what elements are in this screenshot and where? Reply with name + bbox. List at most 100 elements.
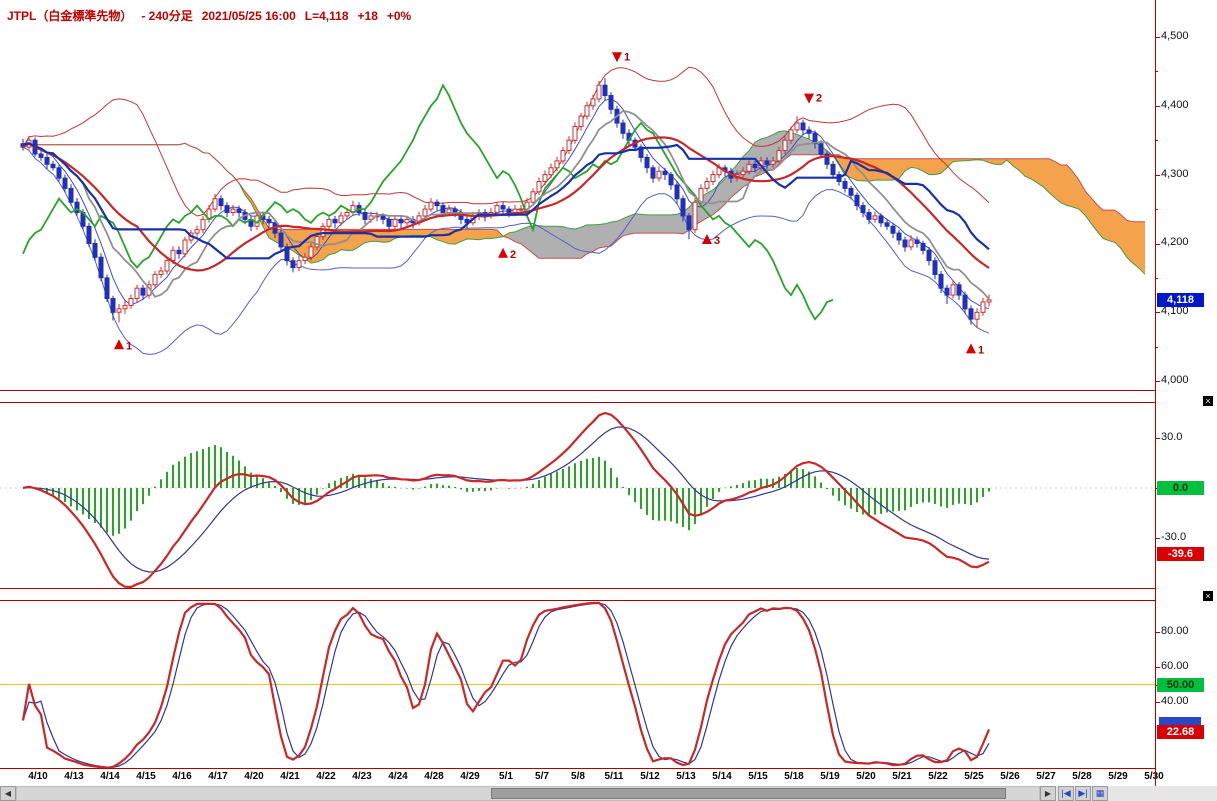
macd-axis-label: 30.0 (1161, 431, 1183, 443)
date-label: 4/17 (208, 771, 228, 782)
scrollbar-thumb[interactable] (491, 788, 1006, 799)
axis-tick (1155, 702, 1160, 703)
panel-divider (0, 588, 1155, 589)
close-macd-panel-button[interactable]: × (1203, 396, 1213, 406)
stoch-axis-label: 60.00 (1161, 660, 1189, 672)
date-label: 4/29 (460, 771, 480, 782)
quote-datetime: 2021/05/25 16:00 (201, 9, 296, 23)
jump-end-button[interactable]: ▶| (1075, 786, 1091, 801)
date-label: 5/20 (856, 771, 876, 782)
axis-tick (1155, 312, 1160, 314)
axis-tick (1155, 667, 1160, 668)
date-label: 5/19 (820, 771, 840, 782)
axis-tick (1155, 538, 1160, 539)
signal-marker (702, 234, 712, 244)
date-label: 4/21 (280, 771, 300, 782)
last-price-badge: 4,118 (1157, 292, 1204, 307)
axis-tick (1155, 438, 1160, 439)
jump-start-button[interactable]: |◀ (1058, 786, 1074, 801)
scroll-left-button[interactable]: ◀ (0, 786, 16, 801)
price-change-label: +18 (357, 9, 378, 23)
timeframe-label: - 240分足 (141, 9, 193, 23)
date-label: 4/23 (352, 771, 372, 782)
close-stoch-panel-button[interactable]: × (1203, 591, 1213, 601)
axis-tick (1155, 37, 1160, 38)
macd-zero-badge: 0.0 (1157, 481, 1204, 495)
price-axis-label: 4,400 (1161, 99, 1189, 111)
signal-marker-number: 3 (714, 235, 720, 247)
date-label: 5/14 (712, 771, 732, 782)
date-label: 5/26 (1000, 771, 1020, 782)
macd-axis-label: -30.0 (1161, 531, 1187, 543)
stoch-value-badge: 22.68 (1157, 725, 1204, 740)
price-axis-line (1155, 0, 1156, 786)
axis-tick (1155, 140, 1158, 142)
axis-tick (1155, 632, 1160, 633)
price-axis-label: 4,200 (1161, 236, 1189, 248)
date-label: 5/15 (748, 771, 768, 782)
axis-tick (1155, 209, 1158, 211)
panel-divider (0, 600, 1155, 601)
date-label: 4/15 (136, 771, 156, 782)
date-label: 4/22 (316, 771, 336, 782)
price-chart-panel[interactable]: 1 2 3 1 2 1 (0, 0, 1155, 390)
signal-marker-number: 2 (816, 93, 822, 105)
date-axis: 4/10 4/13 4/14 4/15 4/16 4/17 4/20 4/21 4/22 4/23… (0, 769, 1164, 785)
signal-marker-number: 1 (978, 344, 984, 356)
signal-marker (804, 93, 814, 104)
signal-marker (612, 52, 622, 63)
last-price-label: L=4,118 (304, 9, 349, 23)
chart-title: JTPL（白金標準先物） - 240分足 2021/05/25 16:00 L=4,1… (7, 7, 420, 24)
price-change-pct-label: +0% (386, 9, 412, 23)
macd-value-badge: -39.6 (1157, 547, 1204, 561)
date-label: 4/10 (28, 771, 48, 782)
date-label: 4/16 (172, 771, 192, 782)
date-label: 4/14 (100, 771, 120, 782)
date-label: 5/1 (499, 771, 513, 782)
date-label: 5/27 (1036, 771, 1056, 782)
macd-panel[interactable] (0, 403, 1155, 588)
date-label: 5/30 (1144, 771, 1164, 782)
stoch-axis-label: 80.00 (1161, 625, 1189, 637)
stochastic-panel[interactable] (0, 600, 1155, 768)
date-label: 4/13 (64, 771, 84, 782)
axis-tick (1155, 381, 1160, 383)
date-label: 5/22 (928, 771, 948, 782)
x-axis-line (0, 768, 1155, 769)
signal-marker (966, 343, 976, 354)
signal-marker (114, 339, 124, 350)
axis-tick (1155, 174, 1160, 176)
axis-tick (1155, 277, 1158, 279)
stoch-mid-badge: 50.00 (1157, 677, 1204, 692)
horizontal-scrollbar[interactable]: ◀ ▶ |◀ ▶| ▦ (0, 786, 1217, 801)
signal-marker-number: 1 (126, 340, 132, 352)
scrollbar-track[interactable] (16, 786, 1040, 801)
date-label: 5/25 (964, 771, 984, 782)
axis-tick (1155, 346, 1158, 348)
date-label: 5/8 (571, 771, 585, 782)
date-label: 4/24 (388, 771, 408, 782)
date-label: 5/12 (640, 771, 660, 782)
axis-tick (1155, 71, 1158, 73)
date-label: 5/7 (535, 771, 549, 782)
price-axis-label: 4,100 (1161, 305, 1189, 317)
signal-marker (498, 247, 508, 258)
panel-divider (0, 390, 1155, 391)
axis-tick (1155, 105, 1160, 107)
price-axis-label: 4,000 (1161, 374, 1189, 386)
price-axis-label: 4,300 (1161, 168, 1189, 180)
instrument-name: JTPL（白金標準先物） (7, 9, 133, 23)
scroll-right-button[interactable]: ▶ (1040, 786, 1056, 801)
date-label: 4/20 (244, 771, 264, 782)
date-label: 5/21 (892, 771, 912, 782)
axis-tick (1155, 243, 1160, 245)
stoch-axis-label: 40.00 (1161, 695, 1189, 707)
price-axis-label: 4,500 (1161, 30, 1189, 42)
date-label: 5/18 (784, 771, 804, 782)
date-label: 5/28 (1072, 771, 1092, 782)
date-label: 4/28 (424, 771, 444, 782)
date-label: 5/29 (1108, 771, 1128, 782)
signal-marker-number: 1 (624, 51, 630, 63)
chart-layout-button[interactable]: ▦ (1092, 786, 1108, 801)
